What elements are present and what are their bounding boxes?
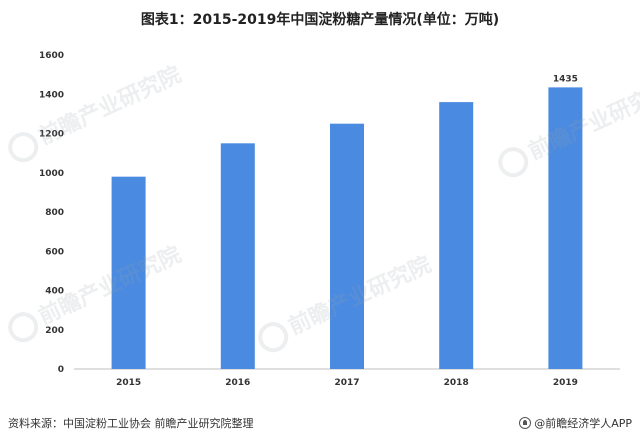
source-note: 资料来源：中国淀粉工业协会 前瞻产业研究院整理 — [8, 417, 254, 430]
y-tick-label: 600 — [45, 247, 64, 257]
y-tick-label: 800 — [45, 208, 64, 218]
y-tick-label: 0 — [58, 365, 64, 375]
data-label: 1435 — [553, 74, 578, 84]
x-tick-label: 2015 — [116, 378, 141, 388]
x-tick-label: 2019 — [553, 378, 578, 388]
bar-2017 — [330, 123, 364, 369]
x-tick-label: 2017 — [334, 378, 359, 388]
bar-2015 — [111, 176, 146, 369]
y-tick-label: 1000 — [39, 169, 64, 179]
bar-2019 — [548, 87, 583, 369]
y-tick-label: 1600 — [39, 51, 64, 61]
y-tick-label: 1200 — [39, 130, 64, 140]
bar-2016 — [220, 143, 255, 369]
y-tick-label: 200 — [45, 326, 64, 336]
data-labels: 1435 — [553, 74, 578, 84]
y-tick-label: 400 — [45, 287, 64, 297]
x-tick-label: 2018 — [444, 378, 469, 388]
brand-text: @前瞻经济学人APP — [534, 417, 632, 430]
bar-2018 — [439, 102, 474, 369]
brand-logo-icon — [519, 417, 532, 429]
y-axis-ticks: 0 200 400 600 800 1000 1200 1400 1600 — [39, 51, 64, 375]
chart-title: 图表1：2015-2019年中国淀粉糖产量情况(单位：万吨) — [140, 12, 500, 28]
x-tick-label: 2016 — [225, 378, 250, 388]
x-axis-ticks: 2015 2016 2017 2018 2019 — [116, 378, 578, 388]
y-tick-label: 1400 — [39, 90, 64, 100]
bars — [111, 87, 583, 369]
brand-footer: @前瞻经济学人APP — [519, 415, 632, 431]
